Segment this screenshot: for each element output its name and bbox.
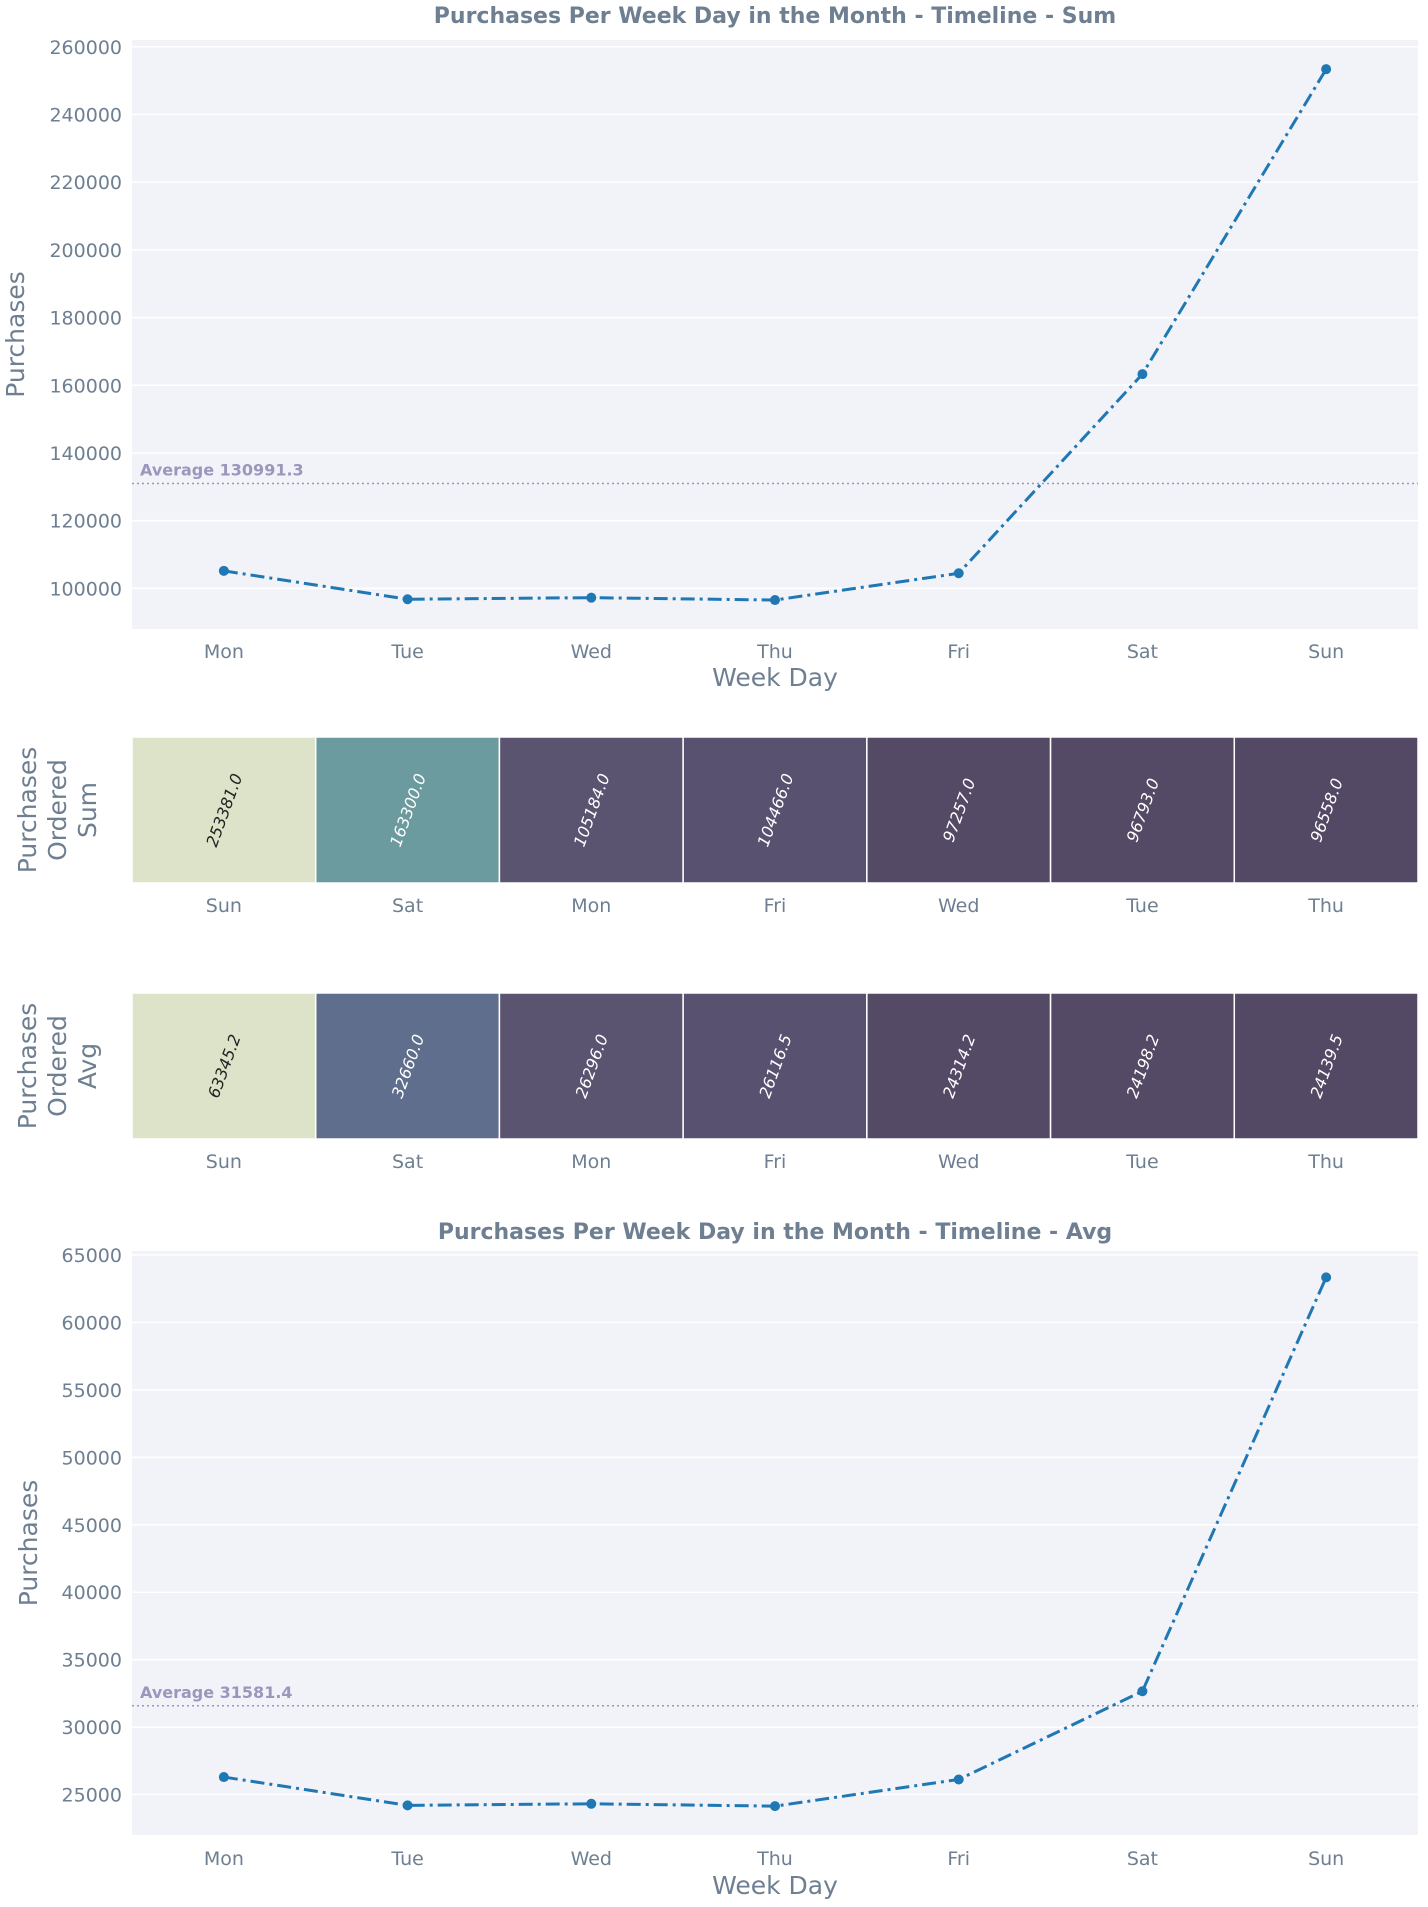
y-tick-label: 25000 <box>62 1785 122 1807</box>
y-tick-label: 30000 <box>62 1717 122 1739</box>
y-tick-label: 160000 <box>49 375 122 397</box>
x-tick-label: Wed <box>571 641 612 663</box>
x-axis-label: Week Day <box>712 663 838 692</box>
heatmap-cell <box>682 736 868 884</box>
x-tick-label: Wed <box>938 1151 979 1173</box>
heatmap-cell <box>682 992 868 1140</box>
data-point <box>1137 369 1148 380</box>
y-axis-label: Purchases <box>14 1480 43 1607</box>
data-point <box>586 592 597 603</box>
heatmap-cell <box>1049 992 1236 1140</box>
x-tick-label: Tue <box>390 641 423 663</box>
x-tick-label: Tue <box>1125 895 1158 917</box>
y-axis-label: Purchases Ordered Avg <box>13 1003 102 1130</box>
y-axis-label-line: Sum <box>73 782 102 838</box>
heatmap-cell <box>1233 736 1419 884</box>
heatmap-cell <box>866 736 1052 884</box>
data-point <box>770 1801 780 1812</box>
y-tick-label: 220000 <box>49 172 122 194</box>
x-tick-label: Thu <box>756 1848 793 1870</box>
heatmap-cell <box>498 736 684 884</box>
y-axis-label-line: Purchases <box>13 1003 42 1130</box>
heatmap-1: 253381.0Sun163300.0Sat105184.0Mon104466.… <box>13 736 1419 917</box>
y-axis-label: Purchases <box>1 271 30 398</box>
x-tick-label: Thu <box>1307 1151 1344 1173</box>
plot-background <box>132 1251 1418 1835</box>
x-tick-label: Wed <box>571 1848 612 1870</box>
heatmap-cell <box>131 992 317 1140</box>
average-label: Average 130991.3 <box>140 460 304 479</box>
chart-title: Purchases Per Week Day in the Month - Ti… <box>438 1220 1112 1245</box>
y-tick-label: 65000 <box>62 1245 122 1267</box>
heatmap-cell <box>314 736 501 884</box>
line-chart-3: 25000 30000 35000 40000 45000 50000 55000 60000… <box>14 1220 1418 1900</box>
heatmap-cell <box>498 992 684 1140</box>
data-point <box>586 1798 597 1809</box>
y-tick-label: 55000 <box>62 1380 122 1402</box>
y-axis-label-line: Purchases <box>13 747 42 874</box>
y-tick-label: 40000 <box>62 1582 122 1604</box>
y-tick-label: 140000 <box>49 443 122 465</box>
data-point <box>953 1774 964 1785</box>
y-tick-label: 50000 <box>62 1447 122 1469</box>
x-tick-label: Thu <box>1307 895 1344 917</box>
line-chart-0: 100000 120000 140000 160000 180000 200000 2200… <box>1 4 1418 692</box>
x-tick-label: Wed <box>938 895 979 917</box>
data-point <box>218 1772 229 1783</box>
x-tick-label: Sat <box>1127 1848 1158 1870</box>
heatmap-cell <box>866 992 1052 1140</box>
heatmap-cell <box>1049 736 1236 884</box>
data-point <box>953 568 964 579</box>
x-tick-label: Tue <box>1125 1151 1158 1173</box>
y-axis-label-line: Avg <box>73 1043 102 1089</box>
x-tick-label: Fri <box>764 1151 787 1173</box>
x-tick-label: Mon <box>204 1848 244 1870</box>
y-axis-label-line: Ordered <box>43 1015 72 1117</box>
heatmap-2: 63345.2Sun32660.0Sat26296.0Mon26116.5Fri… <box>13 992 1419 1173</box>
x-tick-label: Fri <box>947 1848 970 1870</box>
y-tick-label: 260000 <box>49 37 122 59</box>
data-point <box>770 595 780 606</box>
data-point <box>1321 1272 1332 1283</box>
y-tick-label: 35000 <box>62 1650 122 1672</box>
data-point <box>218 565 229 576</box>
data-point <box>1321 64 1332 75</box>
y-tick-label: 240000 <box>49 104 122 126</box>
heatmap-cell <box>314 992 501 1140</box>
x-tick-label: Fri <box>947 641 970 663</box>
x-tick-label: Sun <box>1308 1848 1344 1870</box>
y-tick-label: 200000 <box>49 240 122 262</box>
x-tick-label: Sat <box>1127 641 1158 663</box>
y-axis-label: Purchases Ordered Sum <box>13 747 102 874</box>
x-tick-label: Sat <box>392 1151 423 1173</box>
x-tick-label: Mon <box>571 1151 611 1173</box>
x-tick-label: Sat <box>392 895 423 917</box>
plot-background <box>132 40 1418 629</box>
y-tick-label: 100000 <box>49 578 122 600</box>
y-axis-label-line: Ordered <box>43 759 72 861</box>
y-tick-label: 45000 <box>62 1515 122 1537</box>
heatmap-cell <box>1233 992 1419 1140</box>
data-point <box>402 594 413 605</box>
chart-title: Purchases Per Week Day in the Month - Ti… <box>434 4 1116 29</box>
x-tick-label: Fri <box>764 895 787 917</box>
x-tick-label: Mon <box>571 895 611 917</box>
data-point <box>402 1800 413 1811</box>
x-tick-label: Mon <box>204 641 244 663</box>
x-tick-label: Sun <box>1308 641 1344 663</box>
y-tick-label: 180000 <box>49 308 122 330</box>
x-tick-label: Tue <box>390 1848 423 1870</box>
data-point <box>1137 1686 1148 1697</box>
x-tick-label: Sun <box>206 1151 242 1173</box>
average-label: Average 31581.4 <box>140 1683 293 1702</box>
x-axis-label: Week Day <box>712 1871 838 1900</box>
x-tick-label: Thu <box>756 641 793 663</box>
x-tick-label: Sun <box>206 895 242 917</box>
y-tick-label: 60000 <box>62 1312 122 1334</box>
y-tick-label: 120000 <box>49 511 122 533</box>
